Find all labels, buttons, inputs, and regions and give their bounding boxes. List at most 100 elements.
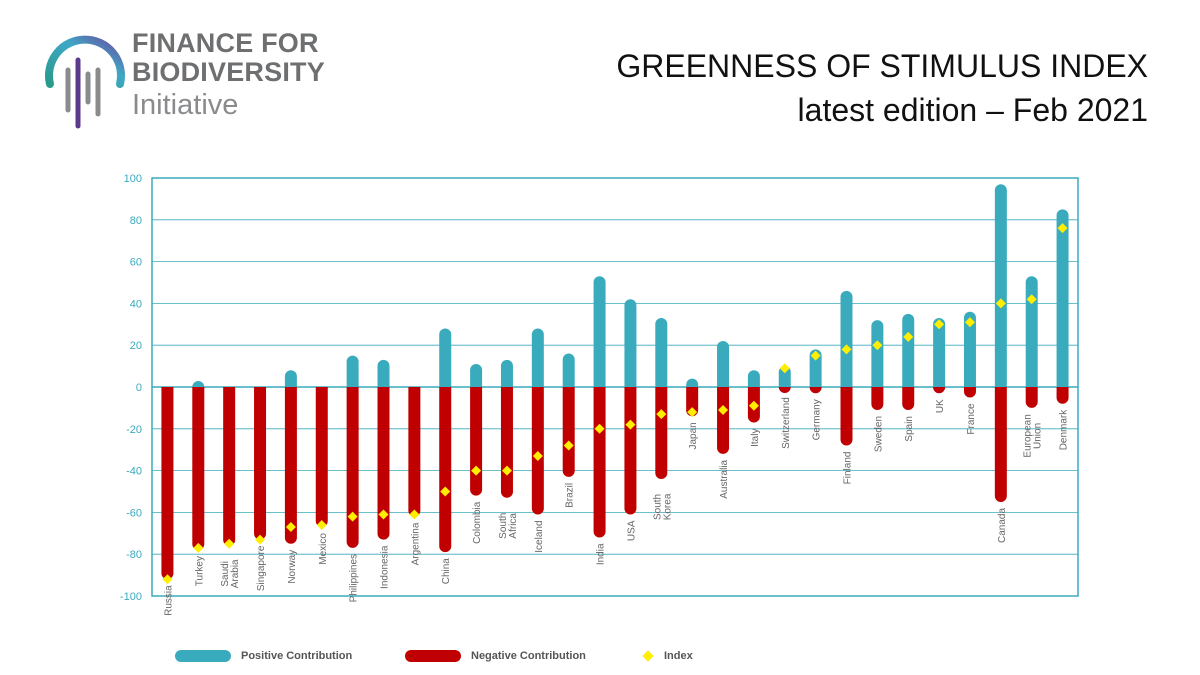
category-label-line: UK: [935, 399, 946, 413]
category-label-line: Iceland: [534, 520, 545, 552]
negative-bar: [284, 387, 297, 544]
category-label: Russia: [163, 585, 174, 616]
category-label-line: Norway: [287, 550, 298, 584]
positive-bar: [902, 313, 915, 387]
category-label: Norway: [287, 550, 298, 584]
negative-bar: [1025, 387, 1038, 408]
negative-bar: [408, 387, 421, 517]
negative-bar: [963, 387, 976, 398]
category-label: China: [441, 558, 452, 585]
negative-bar: [717, 387, 730, 454]
index-marker: [193, 542, 204, 553]
legend-negative-label: Negative Contribution: [471, 650, 586, 662]
category-label-line: Russia: [163, 585, 174, 616]
category-label: Iceland: [534, 520, 545, 552]
category-label: Mexico: [318, 533, 329, 565]
category-label-line: India: [596, 543, 607, 565]
negative-bar: [809, 387, 822, 394]
category-label-line: Africa: [508, 513, 519, 539]
negative-bar: [624, 387, 637, 515]
y-tick-label: -80: [126, 549, 142, 561]
positive-bar: [346, 355, 359, 387]
index-marker: [563, 440, 574, 451]
category-label-line: Philippines: [349, 554, 360, 602]
negative-bar: [686, 387, 699, 417]
index-marker: [687, 407, 698, 418]
category-label-line: South: [652, 494, 663, 520]
positive-bar: [747, 370, 760, 387]
y-tick-label: -60: [126, 507, 142, 519]
positive-bar: [377, 359, 390, 387]
index-marker: [718, 404, 729, 415]
positive-bar: [994, 184, 1007, 387]
index-marker: [964, 317, 975, 328]
positive-bar: [531, 328, 544, 387]
index-marker: [255, 534, 266, 545]
logo-line-3: Initiative: [132, 89, 239, 121]
positive-bar: [717, 341, 730, 387]
logo-line-2: BIODIVERSITY: [132, 57, 325, 87]
category-label: Australia: [719, 459, 730, 498]
category-label: Singapore: [256, 545, 267, 591]
positive-bar: [500, 359, 513, 387]
index-marker: [501, 465, 512, 476]
category-label: South Korea: [652, 493, 673, 520]
negative-bar: [254, 387, 267, 540]
negative-bar: [871, 387, 884, 410]
category-label-line: Turkey: [194, 556, 205, 586]
legend-positive-label: Positive Contribution: [241, 650, 353, 662]
index-marker: [594, 423, 605, 434]
category-label: USA: [626, 520, 637, 541]
y-tick-label: -40: [126, 466, 142, 478]
index-marker: [471, 465, 482, 476]
biodiversity-logo-icon: [45, 35, 125, 129]
negative-bar: [994, 387, 1007, 502]
category-label-line: Canada: [997, 508, 1008, 543]
category-label: Germany: [812, 399, 823, 440]
positive-bar: [963, 311, 976, 387]
negative-bar: [593, 387, 606, 538]
negative-bar: [500, 387, 513, 498]
category-label-line: Brazil: [565, 483, 576, 508]
positive-bar: [593, 276, 606, 387]
negative-bar: [840, 387, 853, 446]
category-label-line: Colombia: [472, 501, 483, 544]
positive-bar: [840, 290, 853, 387]
negative-bar: [346, 387, 359, 548]
legend-negative: Negative Contribution: [405, 646, 586, 666]
legend-positive-swatch: [175, 650, 231, 662]
page-subtitle: latest edition – Feb 2021: [797, 92, 1148, 128]
negative-bar: [902, 387, 915, 410]
positive-bar: [284, 370, 297, 387]
negative-bar: [933, 387, 946, 394]
category-label: Philippines: [349, 554, 360, 602]
category-label: European Union: [1023, 414, 1044, 457]
positive-bar: [624, 299, 637, 387]
index-marker: [841, 344, 852, 355]
index-marker: [1057, 223, 1068, 234]
logo: FINANCE FOR BIODIVERSITY Initiative: [40, 22, 370, 132]
index-marker: [748, 400, 759, 411]
index-marker: [285, 522, 296, 533]
index-marker: [934, 319, 945, 330]
index-marker: [625, 419, 636, 430]
negative-bar: [192, 387, 205, 551]
index-marker: [347, 511, 358, 522]
positive-bar: [1056, 209, 1069, 387]
category-label-line: Denmark: [1059, 409, 1070, 451]
category-label: Canada: [997, 508, 1008, 543]
category-label-line: Sweden: [873, 416, 884, 452]
y-tick-label: 100: [124, 173, 142, 185]
index-marker: [779, 363, 790, 374]
category-label-line: European: [1023, 414, 1034, 457]
category-label-line: Spain: [904, 416, 915, 442]
positive-bar: [192, 381, 205, 387]
index-marker: [409, 509, 420, 520]
negative-bar: [1056, 387, 1069, 404]
category-label: Argentina: [410, 522, 421, 565]
y-tick-label: -100: [120, 591, 142, 603]
category-label: Denmark: [1059, 409, 1070, 451]
negative-bar: [161, 387, 174, 580]
legend-index: Index: [640, 646, 693, 666]
positive-bar: [562, 353, 575, 387]
